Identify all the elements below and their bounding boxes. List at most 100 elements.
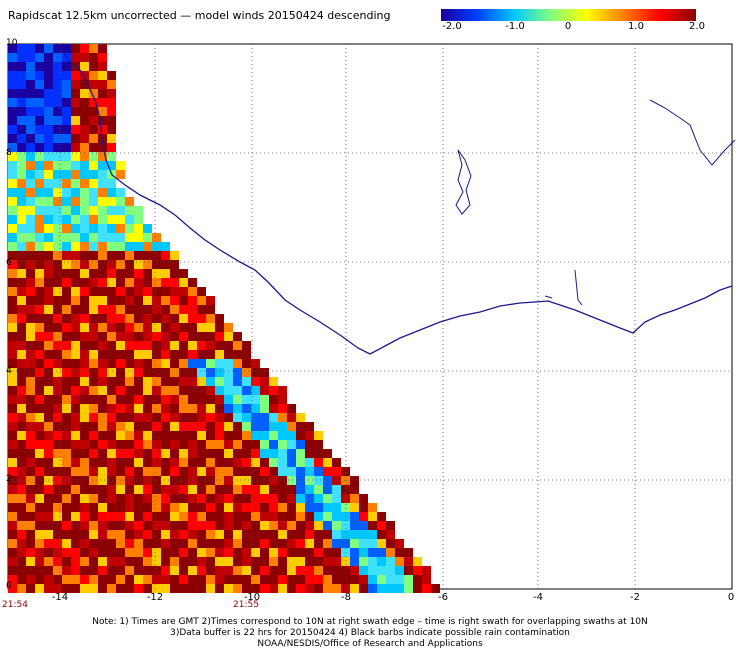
swath-cell bbox=[71, 314, 80, 323]
swath-cell bbox=[215, 548, 224, 557]
swath-cell bbox=[71, 575, 80, 584]
swath-cell bbox=[197, 494, 206, 503]
swath-cell bbox=[107, 197, 116, 206]
swath-cell bbox=[143, 314, 152, 323]
swath-cell bbox=[53, 548, 62, 557]
swath-cell bbox=[89, 251, 98, 260]
swath-cell bbox=[161, 485, 170, 494]
swath-cell bbox=[269, 548, 278, 557]
swath-cell bbox=[224, 440, 233, 449]
swath-cell bbox=[44, 143, 53, 152]
swath-cell bbox=[116, 206, 125, 215]
swath-cell bbox=[35, 539, 44, 548]
swath-cell bbox=[53, 440, 62, 449]
swath-cell bbox=[323, 530, 332, 539]
swath-cell bbox=[143, 494, 152, 503]
swath-cell bbox=[260, 395, 269, 404]
swath-cell bbox=[215, 386, 224, 395]
swath-cell bbox=[215, 458, 224, 467]
swath-cell bbox=[26, 53, 35, 62]
swath-cell bbox=[44, 242, 53, 251]
swath-cell bbox=[26, 503, 35, 512]
swath-cell bbox=[386, 548, 395, 557]
swath-cell bbox=[233, 458, 242, 467]
swath-cell bbox=[332, 575, 341, 584]
swath-cell bbox=[98, 44, 107, 53]
swath-cell bbox=[260, 494, 269, 503]
swath-cell bbox=[251, 413, 260, 422]
swath-cell bbox=[134, 539, 143, 548]
swath-cell bbox=[80, 242, 89, 251]
swath-cell bbox=[26, 323, 35, 332]
swath-cell bbox=[206, 584, 215, 593]
swath-cell bbox=[143, 548, 152, 557]
swath-cell bbox=[242, 512, 251, 521]
swath-cell bbox=[377, 530, 386, 539]
swath-cell bbox=[53, 395, 62, 404]
swath-cell bbox=[179, 458, 188, 467]
swath-cell bbox=[35, 134, 44, 143]
swath-cell bbox=[35, 170, 44, 179]
swath-cell bbox=[134, 431, 143, 440]
swath-cell bbox=[80, 224, 89, 233]
swath-cell bbox=[35, 143, 44, 152]
swath-cell bbox=[80, 395, 89, 404]
swath-cell bbox=[71, 161, 80, 170]
swath-cell bbox=[107, 125, 116, 134]
swath-cell bbox=[287, 512, 296, 521]
swath-cell bbox=[26, 125, 35, 134]
swath-cell bbox=[71, 377, 80, 386]
swath-cell bbox=[251, 530, 260, 539]
swath-cell bbox=[71, 287, 80, 296]
swath-cell bbox=[80, 494, 89, 503]
swath-cell bbox=[62, 287, 71, 296]
swath-cell bbox=[296, 530, 305, 539]
swath-cell bbox=[53, 143, 62, 152]
swath-cell bbox=[62, 269, 71, 278]
swath-cell bbox=[152, 296, 161, 305]
colorbar-label-max: 2.0 bbox=[689, 21, 705, 32]
swath-cell bbox=[152, 467, 161, 476]
y-tick-10: 10 bbox=[6, 38, 18, 48]
swath-cell bbox=[161, 269, 170, 278]
swath-cell bbox=[35, 503, 44, 512]
swath-cell bbox=[35, 395, 44, 404]
swath-cell bbox=[125, 512, 134, 521]
swath-cell bbox=[8, 188, 17, 197]
swath-cell bbox=[62, 530, 71, 539]
swath-cell bbox=[8, 305, 17, 314]
swath-cell bbox=[152, 431, 161, 440]
swath-cell bbox=[278, 395, 287, 404]
swath-cell bbox=[314, 521, 323, 530]
swath-cell bbox=[89, 269, 98, 278]
swath-cell bbox=[62, 62, 71, 71]
swath-cell bbox=[170, 548, 179, 557]
swath-cell bbox=[251, 368, 260, 377]
swath-cell bbox=[80, 206, 89, 215]
swath-cell bbox=[62, 521, 71, 530]
swath-cell bbox=[107, 215, 116, 224]
swath-cell bbox=[17, 206, 26, 215]
swath-cell bbox=[233, 404, 242, 413]
swath-cell bbox=[224, 323, 233, 332]
swath-cell bbox=[413, 566, 422, 575]
swath-cell bbox=[278, 440, 287, 449]
swath-cell bbox=[206, 350, 215, 359]
swath-cell bbox=[134, 350, 143, 359]
swath-cell bbox=[98, 368, 107, 377]
swath-cell bbox=[62, 206, 71, 215]
swath-cell bbox=[17, 242, 26, 251]
swath-cell bbox=[98, 170, 107, 179]
swath-cell bbox=[44, 377, 53, 386]
swath-cell bbox=[224, 377, 233, 386]
swath-cell bbox=[53, 242, 62, 251]
swath-cell bbox=[125, 557, 134, 566]
swath-cell bbox=[215, 449, 224, 458]
swath-cell bbox=[71, 125, 80, 134]
swath-cell bbox=[395, 566, 404, 575]
swath-cell bbox=[17, 377, 26, 386]
swath-cell bbox=[125, 224, 134, 233]
swath-cell bbox=[188, 557, 197, 566]
swath-cell bbox=[314, 476, 323, 485]
colorbar-label-pos1: 1.0 bbox=[628, 21, 644, 32]
